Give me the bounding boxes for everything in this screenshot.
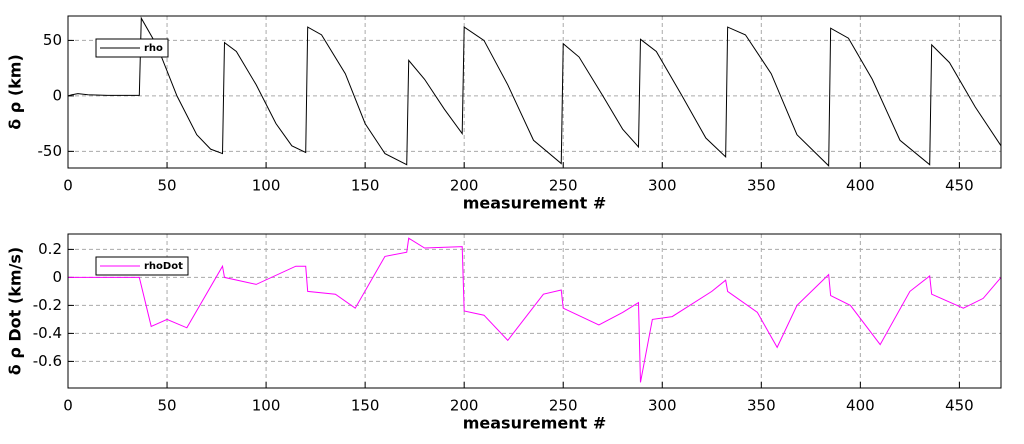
y-tick-label: -0.4 — [33, 324, 62, 342]
x-tick-label: 300 — [648, 397, 677, 415]
x-tick-label: 400 — [846, 177, 875, 195]
x-tick-label: 250 — [549, 177, 578, 195]
x-tick-label: 150 — [351, 397, 380, 415]
x-tick-label: 0 — [63, 397, 73, 415]
x-tick-label: 300 — [648, 177, 677, 195]
y-tick-label: 0.2 — [38, 240, 62, 258]
legend-box — [95, 256, 189, 276]
y-tick-label: 0 — [52, 86, 62, 104]
x-tick-label: 0 — [63, 177, 73, 195]
x-tick-label: 100 — [252, 397, 281, 415]
x-tick-label: 450 — [945, 177, 974, 195]
y-tick-label: -50 — [38, 142, 63, 160]
x-tick-label: 150 — [351, 177, 380, 195]
x-axis-label: measurement # — [463, 194, 607, 213]
x-tick-label: 350 — [747, 397, 776, 415]
y-axis-label: δ ρ (km) — [6, 54, 25, 130]
legend-label: rho — [144, 43, 163, 54]
x-tick-label: 100 — [252, 177, 281, 195]
data-line — [68, 237, 1002, 383]
data-line — [67, 16, 1002, 167]
y-tick-label: -0.6 — [33, 352, 62, 370]
x-tick-label: 450 — [945, 397, 974, 415]
y-tick-label: 0 — [52, 268, 62, 286]
legend-label: rhoDot — [144, 261, 183, 272]
plot-frame — [67, 15, 1002, 169]
x-tick-label: 50 — [157, 177, 176, 195]
x-tick-label: 200 — [450, 397, 479, 415]
x-axis-label: measurement # — [463, 414, 607, 433]
plot-frame — [67, 233, 1002, 389]
y-axis-label: δ ρ Dot (km/s) — [6, 247, 25, 375]
x-tick-label: 350 — [747, 177, 776, 195]
x-tick-label: 400 — [846, 397, 875, 415]
y-tick-label: 50 — [43, 31, 62, 49]
x-tick-label: 250 — [549, 397, 578, 415]
y-tick-label: -0.2 — [33, 296, 62, 314]
x-tick-label: 50 — [157, 397, 176, 415]
x-tick-label: 200 — [450, 177, 479, 195]
